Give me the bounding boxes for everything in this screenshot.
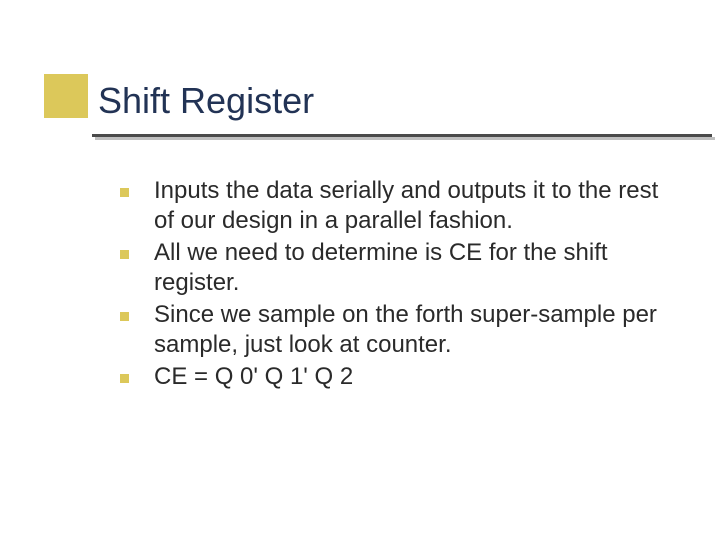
bullet-square-icon [120, 188, 129, 197]
bullet-list: Inputs the data serially and outputs it … [120, 176, 680, 394]
bullet-square-icon [120, 312, 129, 321]
list-item-text: CE = Q 0' Q 1' Q 2 [154, 363, 353, 390]
bullet-square-icon [120, 374, 129, 383]
list-item: Since we sample on the forth super-sampl… [120, 300, 680, 360]
title-underline-shadow [95, 137, 715, 140]
list-item: Inputs the data serially and outputs it … [120, 176, 680, 236]
list-item: All we need to determine is CE for the s… [120, 238, 680, 298]
page-title: Shift Register [98, 80, 314, 122]
slide: { "colors": { "accent": "#dcc85a", "titl… [0, 0, 720, 540]
list-item-text: Since we sample on the forth super-sampl… [154, 301, 657, 358]
bullet-square-icon [120, 250, 129, 259]
title-underline [92, 134, 712, 137]
list-item-text: All we need to determine is CE for the s… [154, 239, 608, 296]
list-item: CE = Q 0' Q 1' Q 2 [120, 362, 680, 392]
accent-square [44, 74, 88, 118]
list-item-text: Inputs the data serially and outputs it … [154, 177, 658, 234]
